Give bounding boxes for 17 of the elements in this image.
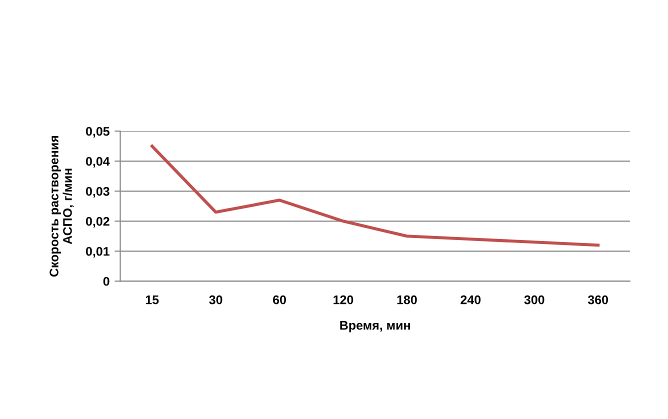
y-tick-label: 0,01 [86, 246, 110, 258]
x-tick-label: 300 [524, 295, 544, 304]
y-tick-label: 0,03 [86, 186, 110, 198]
y-tick-label: 0,02 [86, 216, 110, 228]
x-tick-label: 30 [209, 295, 222, 304]
y-tick-label: 0 [103, 276, 110, 286]
y-tick-label: 0,04 [86, 156, 110, 168]
x-tick-label: 180 [397, 295, 417, 304]
x-tick-label: 15 [146, 295, 159, 304]
x-tick-label: 120 [334, 295, 354, 304]
x-axis-title: Время, мин [340, 321, 410, 332]
y-tick-label: 0,05 [86, 126, 110, 138]
x-tick-label: 360 [588, 295, 608, 304]
y-axis-title: Скорость растворения АСПО, г/мин [50, 136, 74, 277]
line-series [150, 144, 600, 247]
x-tick-label: 240 [460, 295, 481, 304]
x-tick-label: 60 [273, 295, 286, 304]
